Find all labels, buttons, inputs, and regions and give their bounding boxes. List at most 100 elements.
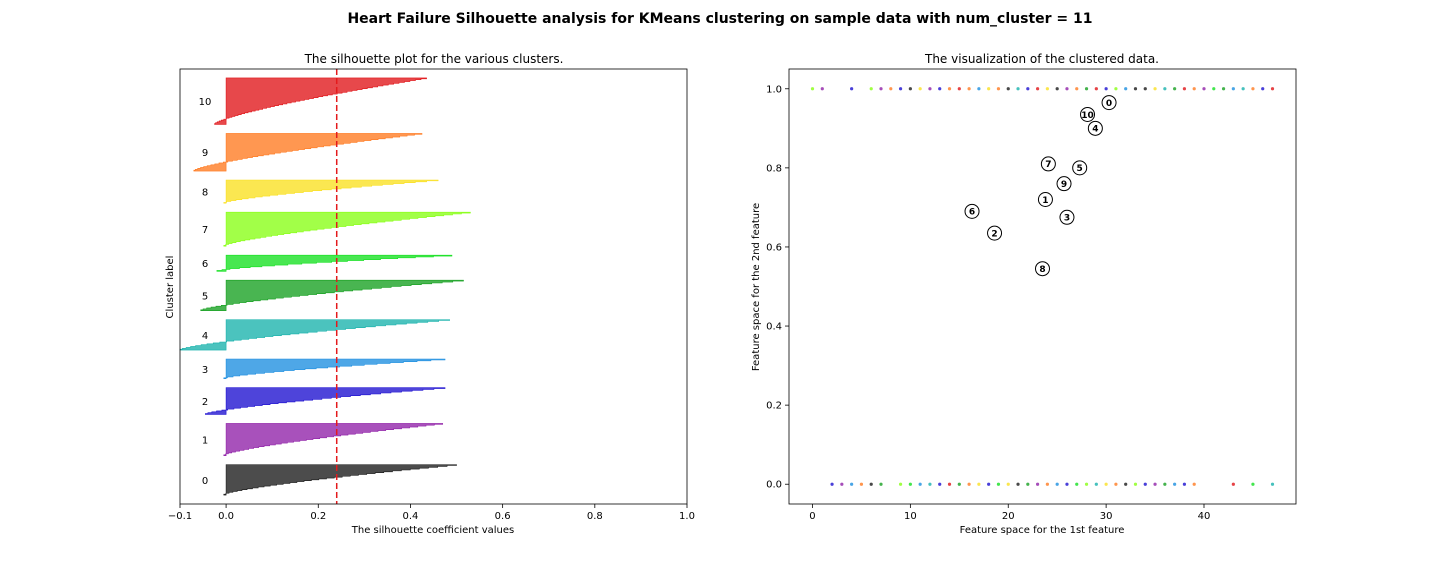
scatter-point [1055, 482, 1059, 486]
scatter-axes: The visualization of the clustered data.… [751, 52, 1297, 536]
scatter-y-ticks: 0.0 0.2 0.4 0.6 0.8 1.0 [766, 84, 789, 491]
scatter-y-tick-label: 0.4 [766, 322, 782, 333]
scatter-plot-title: The visualization of the clustered data. [924, 52, 1159, 66]
scatter-point [1153, 482, 1157, 486]
cluster-center-marker [1087, 120, 1103, 136]
silhouette-x-tick-label: 0.8 [587, 511, 603, 522]
scatter-point [977, 87, 981, 91]
scatter-point [1084, 87, 1089, 91]
cluster-center-6: 6 [964, 203, 980, 219]
scatter-point [1094, 87, 1098, 91]
scatter-point [987, 482, 991, 486]
cluster-center-marker [1035, 261, 1050, 277]
scatter-point [879, 87, 883, 91]
cluster-center-marker [964, 203, 980, 219]
silhouette-fill-cluster-9 [193, 133, 423, 172]
silhouette-fills [179, 77, 471, 496]
scatter-point [1153, 87, 1157, 91]
scatter-point [957, 482, 961, 486]
scatter-y-tick-label: 0.6 [766, 242, 782, 253]
scatter-y-tick-label: 0.2 [766, 401, 782, 412]
scatter-point [908, 482, 912, 486]
scatter-x-tick-label: 20 [1002, 511, 1015, 522]
scatter-point [1075, 482, 1079, 486]
scatter-point [879, 482, 883, 486]
silhouette-x-tick-label: 0.0 [218, 511, 234, 522]
silhouette-fill-cluster-3 [223, 358, 446, 379]
cluster-label-4: 4 [202, 331, 208, 342]
cluster-center-marker [1072, 160, 1088, 176]
scatter-point [1202, 87, 1206, 91]
scatter-point [859, 482, 864, 486]
scatter-point [1094, 482, 1098, 486]
silhouette-fill-cluster-1 [223, 423, 444, 456]
cluster-center-marker [1040, 156, 1056, 172]
scatter-point [1270, 87, 1275, 91]
scatter-point [1241, 87, 1245, 91]
scatter-y-label: Feature space for the 2nd feature [751, 203, 762, 371]
cluster-center-marker [987, 225, 1003, 241]
silhouette-fill-cluster-8 [223, 179, 439, 204]
cluster-center-marker [1080, 106, 1096, 122]
cluster-center-marker [1101, 95, 1117, 111]
scatter-x-tick-label: 30 [1100, 511, 1113, 522]
scatter-point [1016, 87, 1020, 91]
cluster-center-label: 4 [1092, 125, 1098, 135]
silhouette-fill-cluster-4 [179, 319, 450, 351]
cluster-center-marker [1056, 176, 1072, 192]
silhouette-y-label: Cluster label [165, 256, 176, 319]
cluster-center-1: 1 [1037, 192, 1053, 207]
scatter-point [1026, 482, 1030, 486]
scatter-point [1045, 482, 1049, 486]
scatter-point [1124, 482, 1128, 486]
scatter-point [1143, 482, 1147, 486]
cluster-centers: 0 1 2 3 4 5 6 7 8 9 10 [964, 95, 1117, 277]
scatter-point [1006, 482, 1010, 486]
scatter-point [1075, 87, 1079, 91]
scatter-points [810, 87, 1275, 486]
scatter-point [918, 482, 922, 486]
scatter-x-label: Feature space for the 1st feature [960, 525, 1125, 536]
scatter-point [1036, 482, 1040, 486]
scatter-point [1163, 482, 1167, 486]
cluster-center-2: 2 [987, 225, 1003, 241]
scatter-x-tick-label: 10 [904, 511, 917, 522]
cluster-center-label: 2 [991, 229, 997, 239]
cluster-center-8: 8 [1035, 261, 1050, 277]
silhouette-fill-cluster-6 [216, 254, 453, 272]
silhouette-plot-title: The silhouette plot for the various clus… [304, 52, 564, 66]
scatter-point [1212, 87, 1216, 91]
scatter-point [1133, 482, 1138, 486]
scatter-point [1084, 482, 1089, 486]
scatter-point [1192, 87, 1196, 91]
scatter-point [967, 482, 971, 486]
scatter-point [1104, 482, 1108, 486]
scatter-point [1114, 482, 1118, 486]
scatter-point [820, 87, 824, 91]
silhouette-x-ticks: −0.1 0.0 0.2 0.4 0.6 0.8 1.0 [168, 504, 695, 522]
scatter-point [1036, 87, 1040, 91]
cluster-center-3: 3 [1059, 209, 1075, 225]
cluster-center-label: 3 [1064, 214, 1070, 224]
scatter-point [1231, 482, 1235, 486]
scatter-point [1231, 87, 1235, 91]
figure-suptitle: Heart Failure Silhouette analysis for KM… [347, 11, 1092, 27]
scatter-point [996, 87, 1001, 91]
cluster-center-label: 9 [1061, 180, 1067, 190]
scatter-point [1065, 482, 1069, 486]
scatter-point [1133, 87, 1138, 91]
scatter-point [1173, 482, 1177, 486]
scatter-point [928, 87, 932, 91]
cluster-center-label: 5 [1077, 164, 1083, 174]
scatter-point [1055, 87, 1059, 91]
scatter-point [947, 482, 952, 486]
scatter-y-tick-label: 0.8 [766, 163, 782, 174]
scatter-point [938, 482, 942, 486]
cluster-center-marker [1037, 192, 1053, 207]
silhouette-x-label: The silhouette coefficient values [351, 525, 515, 536]
scatter-point [1192, 482, 1196, 486]
scatter-point [938, 87, 942, 91]
scatter-point [850, 87, 854, 91]
silhouette-fill-cluster-10 [214, 77, 427, 125]
scatter-point [908, 87, 912, 91]
